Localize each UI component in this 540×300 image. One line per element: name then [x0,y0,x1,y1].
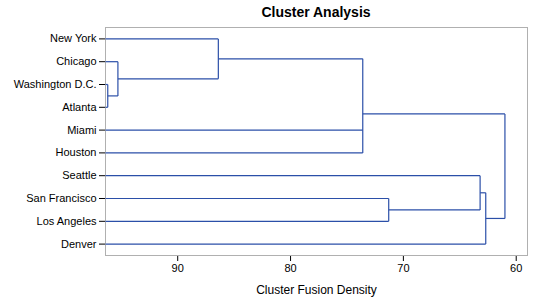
svg-text:60: 60 [510,262,522,274]
svg-text:Atlanta: Atlanta [62,101,97,113]
svg-text:Miami: Miami [67,124,96,136]
svg-text:80: 80 [284,262,296,274]
svg-text:Houston: Houston [56,146,97,158]
svg-text:Los Angeles: Los Angeles [37,215,97,227]
svg-text:Chicago: Chicago [56,55,96,67]
svg-text:Seattle: Seattle [62,169,96,181]
svg-text:Washington D.C.: Washington D.C. [14,78,97,90]
svg-text:Denver: Denver [61,238,97,250]
svg-text:New York: New York [50,32,97,44]
html-text:Cluster Analysis: Cluster Analysis [261,4,371,20]
svg-text:San Francisco: San Francisco [26,192,96,204]
svg-text:90: 90 [172,262,184,274]
svg-text:70: 70 [397,262,409,274]
svg-text:Cluster Fusion Density: Cluster Fusion Density [256,283,377,297]
